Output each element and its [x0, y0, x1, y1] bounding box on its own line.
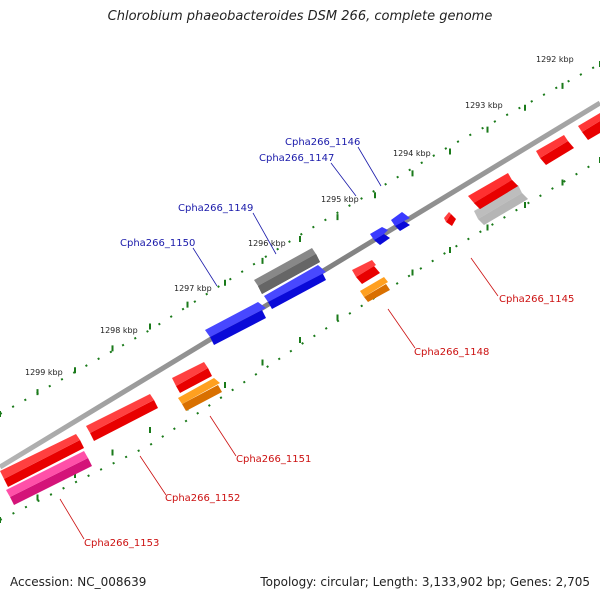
gene-red-top-3[interactable] [578, 113, 600, 140]
gene-label-1150[interactable]: Cpha266_1150 [120, 238, 195, 249]
leader-1153 [59, 498, 85, 540]
gene-red-1148[interactable] [352, 260, 380, 284]
leader-1146 [357, 146, 382, 187]
gene-blue-small-2[interactable] [391, 212, 410, 231]
gene-label-1148[interactable]: Cpha266_1148 [414, 347, 489, 358]
gene-label-1153[interactable]: Cpha266_1153 [84, 538, 159, 549]
gene-red-top-2[interactable] [536, 135, 574, 165]
gene-orange-1148[interactable] [360, 277, 390, 302]
gene-label-1152[interactable]: Cpha266_1152 [165, 493, 240, 504]
tick-label-1296: 1296 kbp [248, 239, 286, 248]
tick-label-1298: 1298 kbp [100, 326, 138, 335]
leader-1147 [330, 162, 357, 197]
accession-text: Accession: NC_008639 [10, 575, 147, 589]
map-title: Chlorobium phaeobacteroides DSM 266, com… [107, 9, 493, 24]
gene-label-1151[interactable]: Cpha266_1151 [236, 454, 311, 465]
gene-blue-large-2[interactable] [205, 302, 266, 345]
gene-red-left[interactable] [0, 434, 84, 487]
leader-1152 [139, 455, 167, 496]
gene-label-1145[interactable]: Cpha266_1145 [499, 294, 574, 305]
gene-label-1149[interactable]: Cpha266_1149 [178, 203, 253, 214]
gene-label-group: Cpha266_1146 Cpha266_1147 Cpha266_1149 C… [84, 137, 574, 549]
tick-label-1292: 1292 kbp [536, 55, 574, 64]
scale-labels: 1292 kbp 1293 kbp 1294 kbp 1295 kbp 1296… [25, 55, 574, 377]
tick-label-1294: 1294 kbp [393, 149, 431, 158]
gene-blue-large-1[interactable] [264, 265, 326, 309]
leader-lines [59, 146, 499, 540]
tick-label-1293: 1293 kbp [465, 101, 503, 110]
leader-1148 [387, 308, 416, 349]
tick-label-1295: 1295 kbp [321, 195, 359, 204]
forward-strand-genes [205, 113, 600, 345]
tick-label-1299: 1299 kbp [25, 368, 63, 377]
gene-blue-small-1[interactable] [370, 227, 390, 245]
leader-1149 [252, 212, 277, 255]
gene-red-tiny[interactable] [444, 212, 456, 226]
leader-1145 [470, 257, 499, 297]
gene-red-1151[interactable] [172, 362, 212, 393]
gene-red-1152[interactable] [86, 394, 158, 441]
gene-label-1146[interactable]: Cpha266_1146 [285, 137, 360, 148]
gene-red-top-1[interactable] [468, 173, 518, 209]
leader-1151 [209, 415, 237, 457]
reverse-strand-genes [0, 212, 456, 505]
leader-1150 [192, 247, 218, 287]
gene-light-gray-1[interactable] [474, 185, 528, 225]
gene-label-1147[interactable]: Cpha266_1147 [259, 153, 334, 164]
gene-dark-gray[interactable] [254, 248, 320, 294]
tick-label-1297: 1297 kbp [174, 284, 212, 293]
gene-orange-1151[interactable] [178, 378, 222, 411]
scale-tick-group [0, 61, 600, 523]
gene-pink-1153[interactable] [6, 451, 92, 505]
genome-summary-text: Topology: circular; Length: 3,133,902 bp… [260, 575, 590, 589]
